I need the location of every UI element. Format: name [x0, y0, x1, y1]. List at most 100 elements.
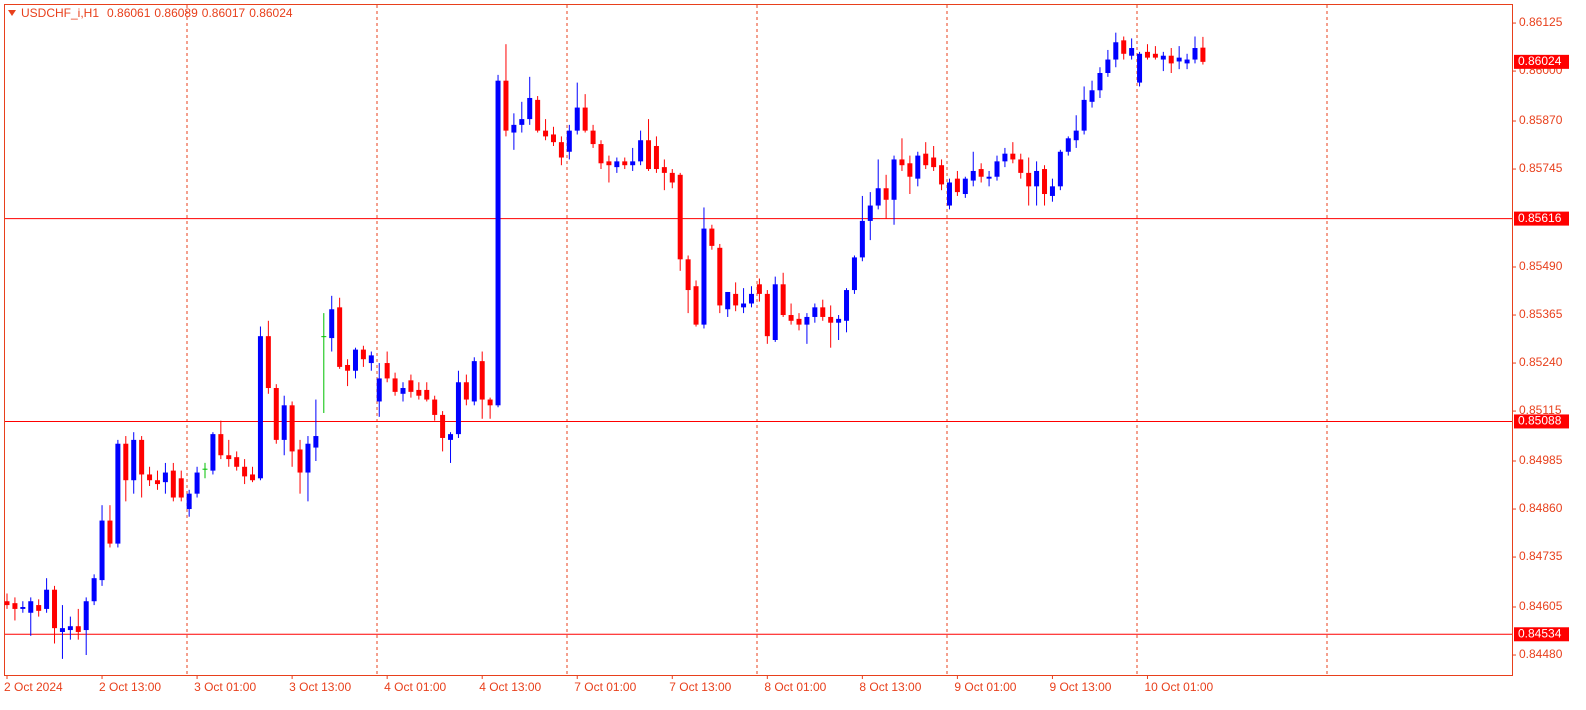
y-tick-label: 0.84480 [1519, 647, 1563, 661]
candle-body [337, 307, 343, 367]
candle-body [820, 307, 826, 317]
candle-body [725, 291, 731, 310]
candle-body [147, 474, 153, 481]
candle-body [614, 161, 620, 168]
candle-body [669, 172, 675, 183]
x-tick-label: 3 Oct 13:00 [289, 680, 351, 694]
candle-body [1113, 42, 1119, 60]
candle-body [416, 389, 422, 396]
candle-body [954, 178, 960, 193]
candle-body [582, 107, 588, 131]
candle-body [479, 361, 485, 400]
title-open: 0.86061 [107, 6, 151, 20]
y-tick-label: 0.85490 [1519, 259, 1563, 273]
hline-label: 0.84534 [1518, 626, 1562, 640]
candle-body [1137, 53, 1143, 83]
candle-body [828, 316, 834, 323]
current-price-box [1514, 54, 1569, 69]
candle-body [1089, 90, 1095, 102]
y-tick-label: 0.86125 [1519, 15, 1563, 29]
candle-body [1073, 130, 1079, 141]
candle-body [99, 520, 105, 581]
candle-body [543, 130, 549, 137]
hline-label: 0.85616 [1518, 211, 1562, 225]
candle-body [20, 607, 26, 609]
x-tick-label: 8 Oct 01:00 [764, 680, 826, 694]
candle-body [487, 399, 493, 406]
candle-body [535, 99, 541, 131]
candle-body [1010, 153, 1016, 160]
candle-body [1018, 159, 1024, 173]
candle-body [123, 443, 129, 481]
candle-body [907, 163, 913, 177]
x-tick-label: 8 Oct 13:00 [859, 680, 921, 694]
x-tick-label: 9 Oct 13:00 [1049, 680, 1111, 694]
y-tick-label: 0.85870 [1519, 113, 1563, 127]
candle-body [606, 161, 612, 166]
candle-body [986, 176, 992, 179]
candle-body [115, 443, 121, 544]
candle-body [226, 455, 232, 460]
candle-body [1129, 48, 1135, 56]
candle-body [424, 389, 430, 400]
candle-body [360, 349, 366, 360]
x-tick-label: 9 Oct 01:00 [954, 680, 1016, 694]
candle-body [495, 80, 501, 406]
candle-body [1176, 57, 1182, 62]
candle-body [12, 603, 18, 609]
candle-body [661, 167, 667, 173]
candle-body [1200, 47, 1206, 62]
candle-body [345, 364, 351, 371]
candle-body [875, 188, 881, 206]
candle-body [962, 178, 968, 195]
candle-body [202, 468, 208, 470]
candle-body [352, 349, 358, 371]
candle-body [1097, 72, 1103, 91]
candle-body [440, 414, 446, 438]
current-price-label: 0.86024 [1518, 54, 1562, 68]
x-tick-label: 10 Oct 01:00 [1144, 680, 1213, 694]
title-low: 0.86017 [202, 6, 246, 20]
candle-body [265, 336, 271, 389]
y-tick-label: 0.84985 [1519, 453, 1563, 467]
price-box [1514, 211, 1569, 226]
candle-body [677, 174, 683, 260]
candle-body [154, 480, 160, 485]
candle-body [622, 161, 628, 166]
candle-body [915, 155, 921, 179]
candle-body [384, 363, 390, 379]
x-tick-label: 3 Oct 01:00 [194, 680, 256, 694]
candle-body [1105, 59, 1111, 73]
candle-body [931, 157, 937, 168]
candle-body [519, 119, 525, 125]
candle-body [305, 443, 311, 473]
candle-body [408, 380, 414, 392]
candle-body [1160, 55, 1166, 60]
candle-body [685, 259, 691, 291]
candle-body [210, 434, 216, 471]
x-tick-label: 7 Oct 01:00 [574, 680, 636, 694]
candle-body [970, 170, 976, 181]
candle-body [598, 144, 604, 164]
candle-body [1168, 55, 1174, 64]
y-tick-label: 0.85365 [1519, 307, 1563, 321]
candle-body [242, 466, 248, 477]
candle-body [503, 80, 509, 131]
candle-body [234, 457, 240, 467]
candle-body [448, 434, 454, 440]
collapse-icon[interactable] [8, 10, 16, 16]
candle-body [978, 169, 984, 177]
candle-body [281, 405, 287, 440]
candle-body [558, 142, 564, 158]
candle-body [812, 307, 818, 317]
candle-body [804, 316, 810, 325]
candle-body [550, 134, 556, 143]
day-separators [186, 5, 1328, 675]
candle-body [463, 382, 469, 400]
candle-body [859, 220, 865, 258]
candle-body [313, 436, 319, 448]
candle-body [186, 493, 192, 510]
y-tick-label: 0.85240 [1519, 355, 1563, 369]
candle-body [400, 388, 406, 394]
